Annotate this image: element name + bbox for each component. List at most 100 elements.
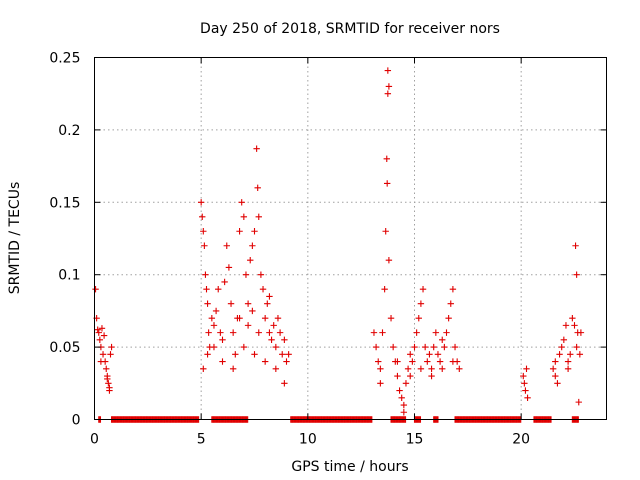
y-axis-label: SRMTID / TECUs [7,182,23,295]
data-point [381,285,388,293]
data-point [377,365,384,373]
y-tick-label: 0.25 [49,51,80,67]
data-point [227,300,235,307]
data-point [558,343,565,351]
data-point [200,365,207,373]
data-point [569,314,576,322]
data-point [394,358,401,365]
data-point [276,329,284,336]
data-point [92,285,99,293]
data-point [259,285,267,293]
data-point [106,387,113,394]
data-point [379,329,386,336]
data-point [264,300,271,307]
data-point [281,336,288,344]
data-point [205,329,212,336]
data-point [554,380,561,387]
data-point [240,213,248,220]
data-point [244,300,252,307]
data-point [199,213,206,220]
data-point [197,199,205,206]
data-point [572,242,579,249]
data-point [261,358,269,365]
data-point [549,365,557,373]
x-tick-label: 0 [90,432,99,448]
data-point [104,375,111,383]
data-point [251,351,258,358]
data-point [201,242,208,249]
data-point [254,184,261,192]
data-point [261,314,269,322]
data-point [210,343,218,351]
data-point [215,285,222,293]
data-point [108,343,115,351]
data-point [375,358,382,365]
data-point [283,358,290,365]
data-point [439,336,446,344]
data-point [524,394,531,401]
data-point [385,83,393,90]
data-point [99,351,107,358]
x-tick-label: 10 [299,432,317,448]
data-point [383,180,391,187]
data-point [417,300,425,307]
data-point [445,314,452,322]
x-axis-label: GPS time / hours [291,459,408,475]
data-point [253,145,260,152]
data-point [221,278,228,286]
data-point [424,358,431,365]
data-point [236,228,243,235]
data-point [417,365,425,373]
data-point [387,314,395,322]
y-tick-label: 0.2 [58,123,80,139]
data-point [430,343,437,351]
data-point [210,322,218,329]
data-point [232,351,239,358]
data-point [236,314,243,322]
data-point [272,365,280,373]
data-point [443,329,450,336]
data-point [449,285,457,293]
data-point [428,372,435,380]
data-point [451,343,459,351]
chart-title: Day 250 of 2018, SRMTID for receiver nor… [200,21,500,37]
data-point [394,372,401,380]
data-point [404,365,412,373]
data-point [372,343,380,351]
data-points [92,67,585,423]
data-point [203,285,210,293]
data-point [242,271,250,278]
data-point [370,329,378,336]
data-point [400,409,408,416]
data-point [255,329,262,336]
data-point [208,314,216,322]
data-point [576,351,584,358]
data-point [107,351,114,358]
data-point [249,307,256,315]
data-point [384,67,392,74]
data-point [229,365,237,373]
axis-ticks: 0 5 10 15 20 0 0.05 0.1 0.15 0.2 0.25 [49,51,607,448]
data-point [383,155,390,163]
data-point [257,271,265,278]
data-point [398,394,405,401]
data-point [223,242,230,249]
data-point [434,351,442,358]
data-point [389,343,397,351]
data-point [441,343,448,351]
data-point [571,322,578,329]
data-point [521,380,528,387]
data-point [523,365,530,373]
data-point [204,351,211,358]
data-point [577,329,585,336]
x-tick-label: 5 [197,432,206,448]
data-point [279,351,286,358]
data-point [456,365,463,373]
data-point [105,380,112,387]
data-point [385,257,393,264]
data-point [520,372,527,380]
x-tick-label: 20 [512,432,530,448]
data-point [247,257,254,264]
data-point [219,336,226,344]
